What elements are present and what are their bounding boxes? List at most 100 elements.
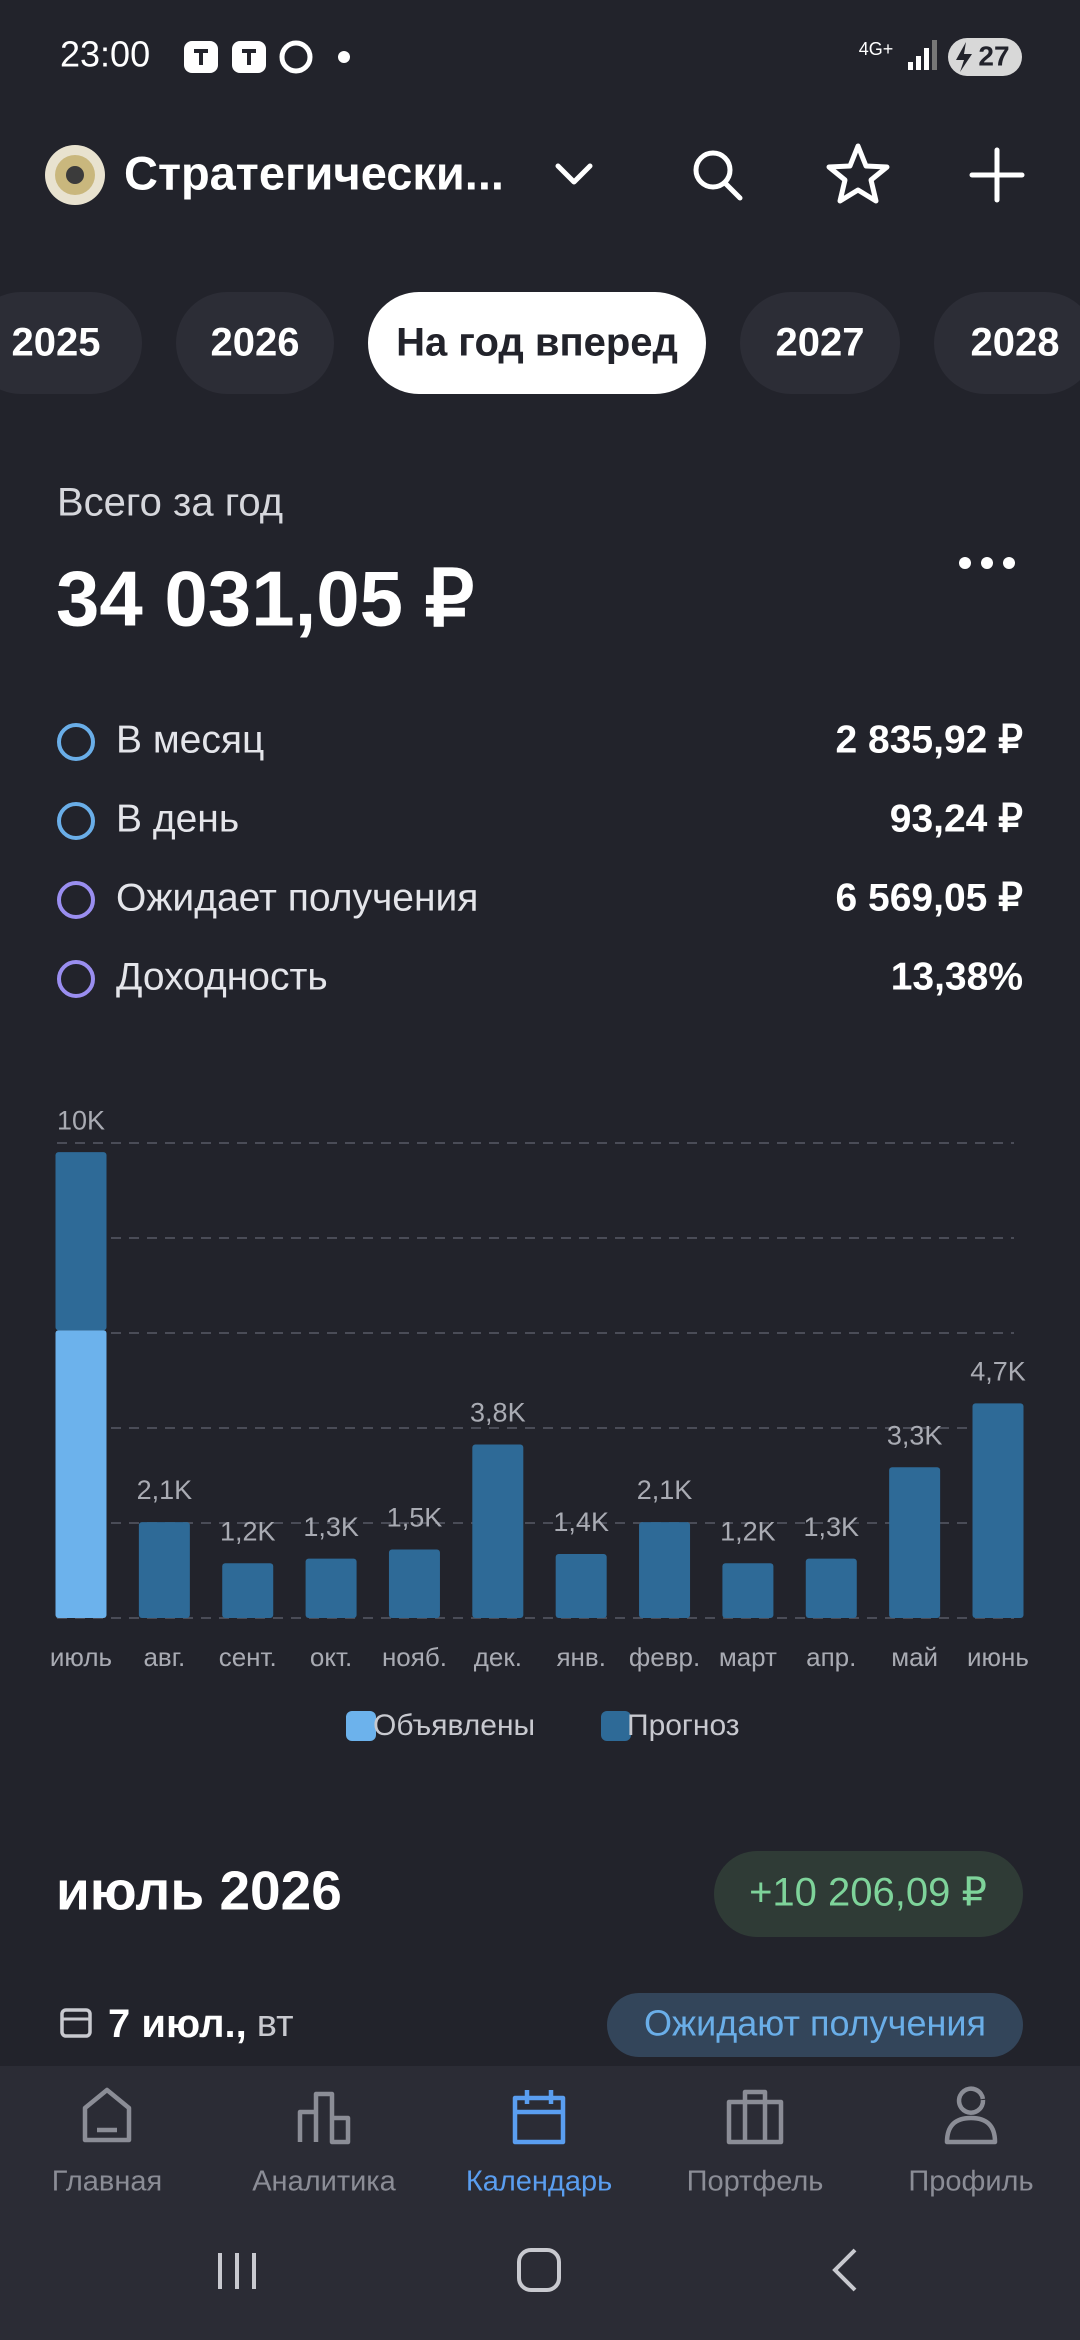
x-tick-label: авг. [143,1642,185,1672]
year-tab-label[interactable]: 2027 [776,321,865,365]
bar-segment [55,1330,107,1618]
nav-icon[interactable] [944,2086,998,2145]
row-marker [57,802,95,840]
nav-icon[interactable] [726,2089,784,2145]
bar-total-label: 2,1K [137,1475,193,1505]
month-title: июль 2026 [56,1860,342,1922]
bar-total-label: 3,8K [470,1398,526,1428]
year-tab[interactable] [368,292,706,394]
bar-segment [305,1558,357,1618]
bar-total-label: 2,1K [637,1475,693,1505]
x-tick-label: нояб. [382,1642,447,1672]
nav-icon[interactable] [82,2087,132,2143]
portfolio-title[interactable]: Стратегически... [124,146,504,199]
bar-total-label: 1,3K [803,1512,859,1542]
year-tab[interactable] [0,292,142,394]
nav-label[interactable]: Главная [52,2166,162,2198]
legend-label: Объявлены [373,1709,535,1742]
bar-segment [805,1558,857,1618]
legend-swatch [601,1711,631,1741]
dropdown-icon[interactable] [555,163,593,185]
bar-segment [472,1444,524,1618]
bar-segment [639,1522,691,1618]
year-tab-label[interactable]: 2025 [12,321,101,365]
x-tick-label: май [891,1642,938,1672]
system-nav [218,2248,857,2292]
more-button[interactable] [959,557,1015,569]
bottom-nav [0,2066,1080,2340]
payment-date: 7 июл., вт [108,2002,294,2046]
search-icon[interactable] [693,150,743,201]
bar-total-label: 3,3K [887,1420,943,1450]
month-change: +10 206,09 ₽ [749,1871,987,1915]
add-icon[interactable] [969,147,1025,203]
nav-label[interactable]: Портфель [687,2166,824,2198]
bar-total-label: 10K [57,1105,105,1135]
bar-total-label: 1,2K [220,1516,276,1546]
nav-label[interactable]: Профиль [908,2166,1033,2198]
year-tab[interactable] [934,292,1080,394]
row-marker [57,881,95,919]
date: 7 июл., [108,2002,247,2046]
bar-total-label: 4,7K [970,1356,1026,1386]
nav-icon[interactable] [297,2091,351,2145]
bar-total-label: 1,4K [553,1507,609,1537]
year-tab-label[interactable]: 2028 [971,321,1060,365]
calendar-small-icon [60,2008,92,2038]
bar-segment [722,1563,774,1618]
status-pill [607,1993,1023,2057]
weekday: вт [257,2003,294,2045]
x-tick-label: июнь [967,1642,1029,1672]
nav-label[interactable]: Календарь [466,2166,612,2198]
bar-segment [889,1467,941,1618]
signal [908,40,937,70]
bar-segment [222,1563,274,1618]
row-label: Доходность [116,955,328,998]
year-tab[interactable] [740,292,900,394]
row-label: В месяц [116,718,264,761]
favorite-icon[interactable] [826,143,890,204]
bar-total-label: 1,2K [720,1516,776,1546]
row-marker [57,960,95,998]
network: 4G+ [859,39,894,59]
x-tick-label: июль [50,1642,112,1672]
payment-status: Ожидают получения [644,2003,986,2044]
battery-level: 27 [978,40,1009,71]
year-tab[interactable] [176,292,334,394]
nav-icon[interactable] [512,2090,566,2145]
battery [948,38,1022,76]
bar-segment [555,1554,607,1618]
bar-segment [55,1152,107,1331]
year-tab-label[interactable]: На год вперед [396,321,678,365]
bar-total-label: 1,5K [387,1503,443,1533]
bar-segment [138,1522,190,1618]
x-tick-label: окт. [310,1642,352,1672]
bar-segment [388,1549,440,1618]
legend-swatch [346,1711,376,1741]
year-tab-label[interactable]: 2026 [211,321,300,365]
x-tick-label: апр. [806,1642,856,1672]
x-tick-label: март [719,1642,777,1672]
nav-label[interactable]: Аналитика [252,2166,396,2198]
row-value: 13,38% [891,955,1023,998]
status-time: 23:00 [60,34,150,75]
row-value: 2 835,92 ₽ [836,718,1024,761]
change-pill [714,1851,1023,1937]
status-icons [184,40,350,74]
logo [45,145,105,205]
bolt [956,42,972,72]
x-tick-label: февр. [629,1642,700,1672]
x-tick-label: дек. [474,1642,522,1672]
summary-total: 34 031,05 ₽ [56,555,474,643]
row-label: В день [116,797,239,840]
row-label: Ожидает получения [116,876,478,919]
row-value: 93,24 ₽ [890,797,1023,840]
x-tick-label: сент. [219,1642,277,1672]
bar-segment [972,1403,1024,1618]
summary-label: Всего за год [57,481,283,525]
legend-label: Прогноз [627,1709,740,1742]
row-marker [57,723,95,761]
row-value: 6 569,05 ₽ [836,876,1024,919]
